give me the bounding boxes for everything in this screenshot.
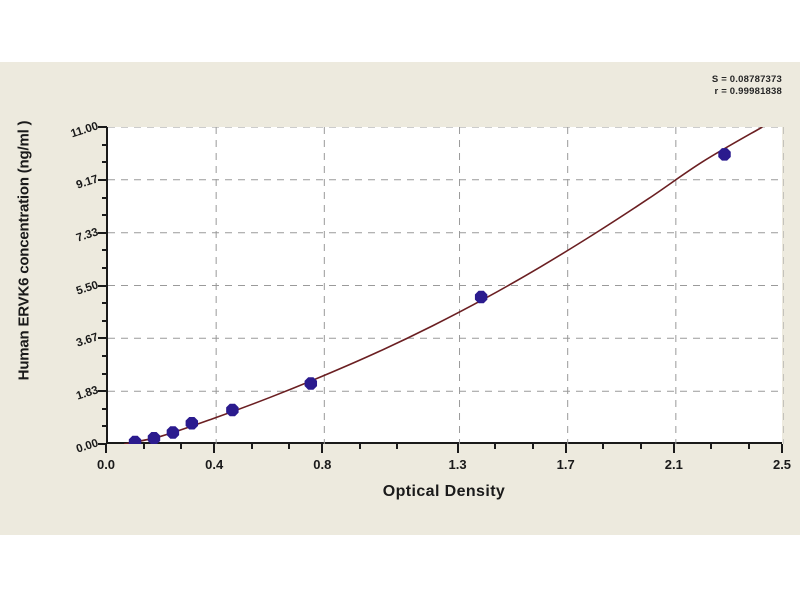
x-axis-major-tick [781, 444, 783, 453]
y-axis-minor-tick [102, 143, 107, 146]
data-point-marker [474, 290, 488, 304]
data-point-marker [304, 377, 318, 390]
data-point-marker [185, 417, 199, 430]
x-axis-minor-tick [531, 444, 534, 449]
s-value-text: S = 0.08787373 [711, 74, 782, 85]
x-axis-tick-label: 0.0 [96, 457, 116, 472]
y-axis-minor-tick [102, 249, 107, 252]
r-value-text: r = 0.99981838 [714, 86, 782, 97]
x-axis-tick-label: 1.3 [448, 457, 467, 472]
y-axis-major-tick [98, 443, 107, 445]
gridlines-group [108, 127, 784, 444]
y-axis-major-tick [98, 126, 107, 128]
y-axis-minor-tick [102, 372, 107, 375]
x-axis-major-tick [213, 444, 216, 453]
x-axis-minor-tick [288, 444, 291, 449]
data-point-marker [166, 426, 180, 439]
x-axis-major-tick [321, 444, 324, 453]
x-axis-minor-tick [250, 444, 253, 449]
y-axis-minor-tick [102, 407, 107, 410]
x-axis-tick-label: 1.7 [556, 457, 575, 472]
x-axis-minor-tick [710, 444, 713, 449]
data-points-group [128, 148, 731, 444]
plot-svg [108, 127, 784, 444]
y-axis-major-tick [98, 337, 107, 340]
x-axis-major-tick [105, 444, 107, 453]
y-axis-minor-tick [102, 319, 107, 322]
y-axis-minor-tick [102, 355, 107, 358]
x-axis-minor-tick [358, 444, 361, 449]
y-axis-minor-tick [102, 302, 107, 304]
x-axis-minor-tick [494, 444, 497, 449]
x-axis-major-tick [672, 444, 675, 453]
x-axis-minor-tick [639, 444, 642, 449]
y-axis-major-tick [98, 390, 107, 393]
y-axis-minor-tick [102, 196, 107, 199]
y-axis-title: Human ERVK6 concentration (ng/ml ) [15, 120, 33, 381]
y-axis-major-tick [98, 178, 107, 181]
data-point-marker [147, 432, 161, 444]
x-axis-major-tick [456, 444, 459, 453]
y-axis-major-tick [98, 284, 107, 287]
x-axis-major-tick [564, 444, 567, 453]
fitted-curve-group [124, 127, 763, 444]
x-axis-minor-tick [396, 444, 399, 449]
y-axis-minor-tick [102, 425, 107, 428]
x-axis-tick-label: 2.5 [772, 457, 792, 472]
data-point-marker [718, 148, 731, 161]
y-axis-minor-tick [102, 266, 107, 269]
x-axis-tick-label: 0.8 [313, 457, 332, 472]
x-axis-minor-tick [180, 444, 183, 449]
fitted-curve-path [124, 127, 763, 444]
x-axis-title: Optical Density [382, 483, 506, 500]
y-axis-major-tick [98, 231, 107, 234]
data-point-marker [226, 403, 239, 417]
x-axis-minor-tick [747, 444, 750, 449]
y-axis-minor-tick [102, 161, 107, 164]
fit-statistics-annotation: S = 0.08787373 r = 0.99981838 [712, 74, 782, 98]
data-point-marker [128, 435, 142, 444]
y-axis-minor-tick [102, 214, 107, 217]
x-axis-tick-label: 2.1 [664, 457, 683, 472]
x-axis-minor-tick [142, 444, 145, 449]
x-axis-minor-tick [602, 444, 605, 449]
plot-area [106, 127, 784, 444]
x-axis-tick-label: 0.4 [205, 457, 224, 472]
